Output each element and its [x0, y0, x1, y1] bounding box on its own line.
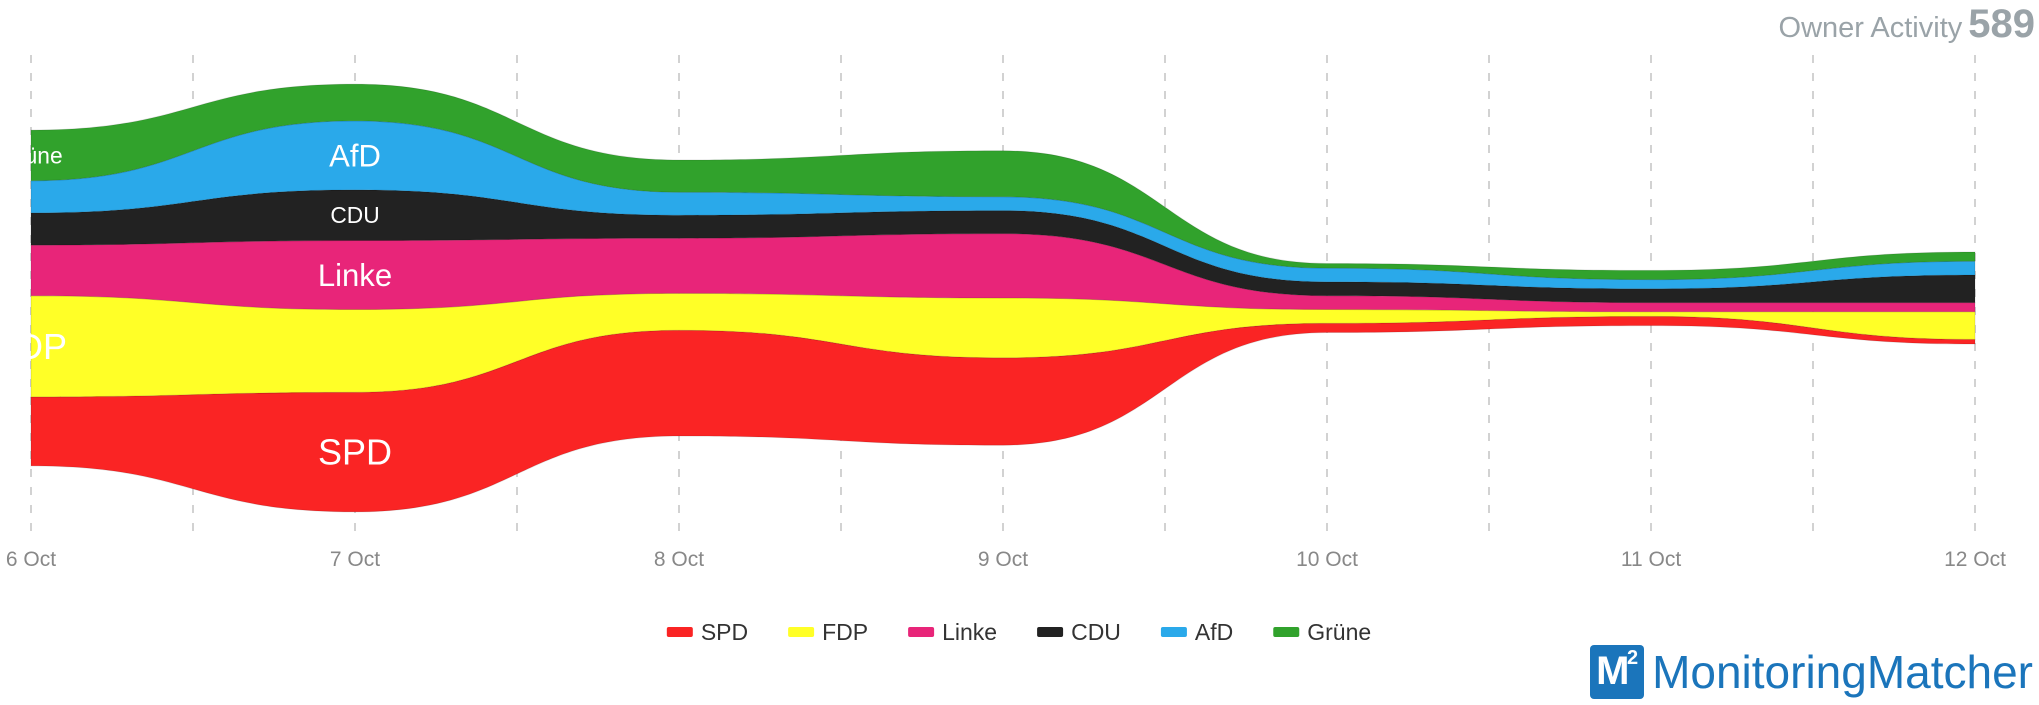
legend-swatch — [1273, 627, 1300, 637]
legend-swatch — [1037, 627, 1064, 637]
series-areas — [30, 83, 1976, 513]
legend-item-spd[interactable]: SPD — [666, 619, 748, 645]
title-count: 589 — [1968, 2, 2035, 46]
legend-item-gr-ne[interactable]: Grüne — [1273, 619, 1371, 645]
x-tick-label: 12 Oct — [1944, 548, 2006, 571]
x-tick-label: 11 Oct — [1621, 548, 1681, 571]
logo-mark: M — [1596, 649, 1630, 693]
legend-item-linke[interactable]: Linke — [908, 619, 997, 645]
x-tick-label: 7 Oct — [330, 548, 380, 571]
series-area-cdu[interactable] — [30, 189, 1976, 304]
legend-item-fdp[interactable]: FDP — [788, 619, 868, 645]
legend-label: CDU — [1071, 619, 1121, 645]
legend-label: Grüne — [1307, 619, 1371, 645]
series-area-gr-ne[interactable] — [30, 83, 1976, 281]
series-label-linke: Linke — [318, 258, 392, 293]
x-tick-label: 6 Oct — [6, 548, 56, 571]
legend-label: SPD — [701, 619, 748, 645]
series-label-fdp: FDP — [0, 326, 67, 367]
chart-title: Owner Activity 589 — [1779, 2, 2035, 47]
legend-label: Linke — [942, 619, 997, 645]
brand-name: MonitoringMatcher — [1652, 646, 2033, 698]
series-label-afd: AfD — [329, 138, 381, 173]
logo-badge-icon: M 2 — [1590, 645, 1645, 699]
x-tick-label: 8 Oct — [654, 548, 704, 571]
series-labels: SPD FDP Linke CDU AfD Grüne — [0, 138, 392, 472]
legend[interactable]: SPD FDP Linke CDU AfD Grüne — [666, 619, 1371, 645]
legend-swatch — [1160, 627, 1187, 637]
legend-swatch — [788, 627, 815, 637]
x-tick-label: 10 Oct — [1296, 548, 1358, 571]
logo-superscript: 2 — [1626, 647, 1639, 669]
title-label: Owner Activity — [1778, 12, 1963, 44]
series-label-spd: SPD — [318, 432, 392, 473]
legend-item-afd[interactable]: AfD — [1160, 619, 1233, 645]
legend-label: AfD — [1195, 619, 1233, 645]
legend-swatch — [908, 627, 935, 637]
series-label-cdu: CDU — [330, 202, 379, 228]
legend-item-cdu[interactable]: CDU — [1037, 619, 1121, 645]
legend-swatch — [666, 627, 693, 637]
legend-label: FDP — [822, 619, 868, 645]
series-area-linke[interactable] — [30, 233, 1976, 313]
series-label-gr-ne: Grüne — [0, 142, 63, 168]
x-tick-label: 9 Oct — [978, 548, 1028, 571]
x-axis: 6 Oct 7 Oct 8 Oct 9 Oct 10 Oct 11 Oct 12 Oct — [6, 548, 2006, 571]
brand-logo: M 2 MonitoringMatcher — [1590, 645, 2033, 699]
